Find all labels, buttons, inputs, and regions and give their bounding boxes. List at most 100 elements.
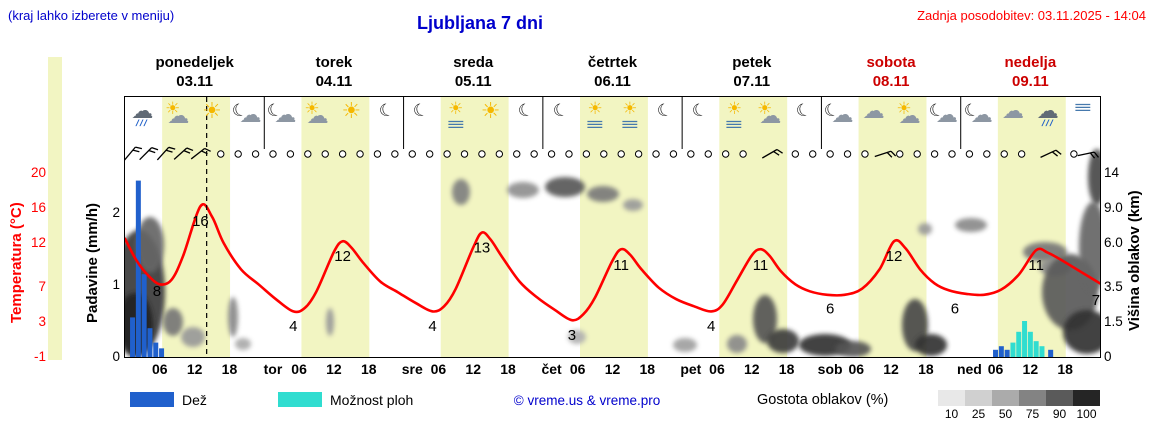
cloud-blob — [1079, 202, 1100, 292]
wind-barb-icon — [874, 150, 897, 158]
calm-wind-icon — [809, 150, 817, 158]
calm-wind-icon — [304, 150, 312, 158]
day-date: 08.11 — [872, 73, 910, 90]
credit-link[interactable]: © vreme.us & vreme.pro — [513, 393, 661, 408]
cloud-height-tick: 1.5 — [1104, 313, 1123, 329]
x-axis-label: tor — [263, 361, 283, 377]
barb-feather — [148, 149, 156, 154]
cloud-height-tick: 9.0 — [1104, 200, 1123, 216]
x-axis-label: 12 — [743, 361, 760, 377]
cloud-density-value: 100 — [1076, 407, 1097, 421]
wind-barb-icon — [761, 148, 783, 159]
x-axis-label: 12 — [604, 361, 621, 377]
x-axis-label: 06 — [569, 361, 586, 377]
cloud-blob — [727, 335, 747, 353]
day-header: torek 04.11 — [264, 53, 403, 91]
cloud-icon: ☁ — [239, 102, 262, 127]
temperature-curve — [125, 202, 1100, 322]
calm-wind-icon — [269, 150, 277, 158]
barb-feather — [151, 147, 159, 151]
temperature-value-label: 4 — [707, 318, 715, 335]
temperature-axis-label: Temperatura (°C) — [8, 202, 25, 323]
calm-wind-icon — [617, 150, 625, 158]
day-date: 03.11 — [176, 73, 213, 90]
location-hint: (kraj lahko izberete v meniju) — [8, 8, 175, 23]
day-name: četrtek — [587, 54, 638, 71]
barb-shaft — [139, 147, 153, 161]
x-axis-label: sre — [401, 361, 423, 377]
cloud-density-value: 25 — [971, 407, 986, 421]
moon-icon: ☾ — [515, 99, 536, 122]
temperature-value-label: 11 — [613, 257, 629, 274]
day-band — [440, 97, 509, 357]
cloud-blob — [673, 338, 697, 352]
cloud-blob — [918, 223, 932, 235]
precipitation-tick: 2 — [112, 205, 120, 220]
cloud-blob — [452, 179, 470, 205]
temperature-value-label: 8 — [153, 283, 161, 300]
wind-barb-icon — [125, 146, 143, 161]
temperature-tick: 7 — [38, 278, 46, 294]
temperature-tick: -1 — [33, 349, 46, 364]
weather-icon-sun-cloud: ☀ ☁ — [890, 100, 926, 127]
icon-stack: ☁/// — [131, 100, 153, 129]
barb-shaft — [1077, 151, 1095, 157]
cloud-blob — [181, 327, 205, 347]
cloud-blob — [915, 334, 947, 356]
fog-icon: ≡ — [725, 115, 744, 134]
rain-icon: /// — [135, 118, 150, 128]
moon-icon: ☾ — [411, 99, 431, 122]
weather-icon-moon-cloud: ☾ ☁ — [960, 99, 996, 127]
cloud-density-scale-labels: 10 25 50 75 90 100 — [938, 407, 1100, 421]
rain-icon: /// — [1040, 118, 1056, 128]
day-name: ponedeljek — [155, 54, 234, 71]
cloud-density-swatch — [1019, 390, 1046, 406]
cloud-blob — [235, 338, 251, 350]
temperature-value-label: 4 — [289, 318, 297, 335]
cloud-density-swatch — [938, 390, 965, 406]
cloud-density-scale — [938, 390, 1100, 406]
sun-icon: ☀ — [341, 98, 362, 123]
calm-wind-icon — [913, 150, 921, 158]
weather-icon-cloud: ☁ — [856, 100, 892, 122]
weather-icon-sun: ☀ — [333, 100, 369, 122]
calm-wind-icon — [408, 150, 416, 158]
day-header: sreda 05.11 — [404, 53, 543, 91]
cloud-height-tick: 0 — [1104, 349, 1112, 364]
cloud-blob — [228, 297, 238, 337]
rain-bar — [135, 180, 141, 357]
weather-icon-sun-cloud: ☀ ☁ — [299, 100, 335, 127]
calm-wind-icon — [1070, 150, 1078, 158]
weather-icon-moon-cloud: ☾ ☁ — [925, 99, 961, 126]
cloud-blob — [955, 218, 987, 232]
calm-wind-icon — [391, 150, 399, 158]
precipitation-axis-label: Padavine (mm/h) — [84, 202, 101, 323]
sun-icon: ☀ — [757, 99, 773, 118]
cloud-height-tick: 14 — [1104, 164, 1120, 180]
x-axis-label: 12 — [1022, 361, 1039, 377]
barb-feather — [773, 150, 780, 156]
rain-bar — [153, 342, 159, 357]
day-name: petek — [732, 54, 772, 71]
wind-barb-icon — [1040, 149, 1062, 158]
cloud-icon: ☁ — [970, 102, 993, 127]
cloud-icon: ☁ — [167, 103, 190, 128]
cloud-blob — [163, 308, 183, 336]
x-axis-label: 12 — [883, 361, 899, 377]
day-date: 04.11 — [315, 73, 353, 90]
weather-icon-moon: ☾ — [403, 99, 439, 122]
cloud-blob — [568, 330, 586, 344]
icon-stack: ☀ ≡ — [725, 100, 744, 134]
calm-wind-icon — [251, 150, 260, 158]
barb-shaft — [173, 147, 188, 160]
cloud-height-tick: 3.5 — [1104, 278, 1123, 294]
day-header: ponedeljek 03.11 — [125, 53, 264, 91]
temperature-tick: 3 — [38, 313, 46, 329]
day-separators — [263, 97, 962, 149]
sun-icon: ☀ — [896, 99, 912, 118]
temperature-labels: 8 16 4 12 4 13 3 11 4 11 6 12 6 11 7 — [153, 213, 1100, 344]
cloud-density-value: 10 — [944, 407, 959, 421]
barb-feather — [201, 150, 208, 155]
cloud-blob — [136, 217, 164, 273]
temperature-value-label: 7 — [1092, 292, 1100, 309]
